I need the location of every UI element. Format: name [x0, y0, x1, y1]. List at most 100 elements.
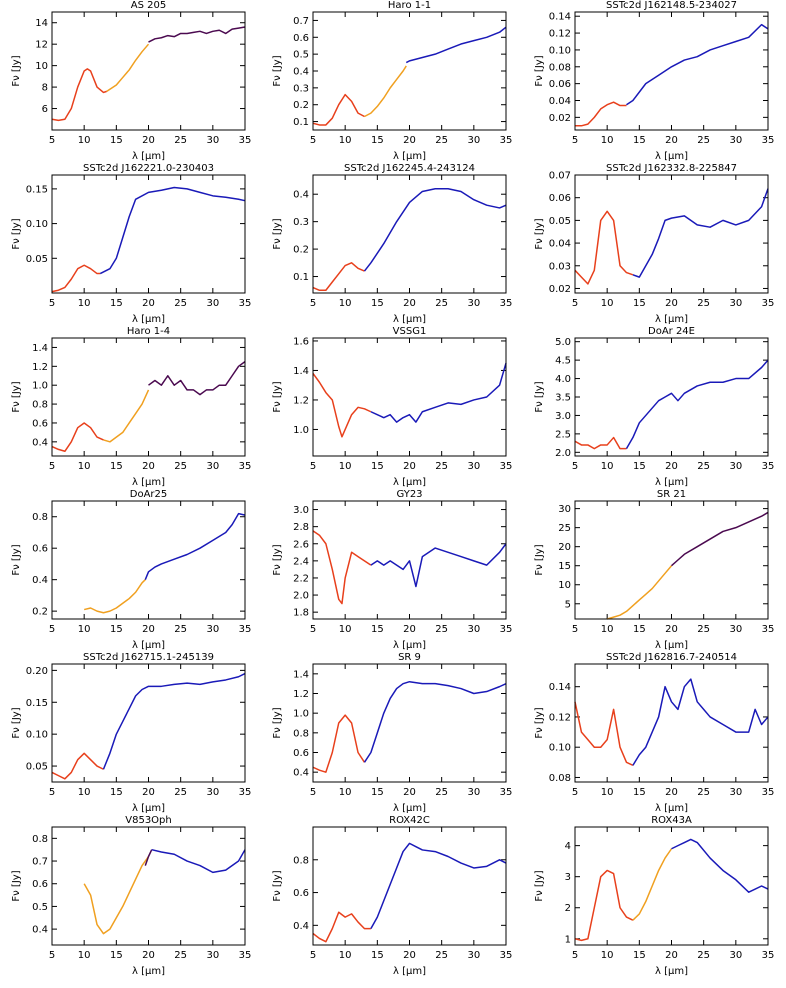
x-tick-label: 20: [665, 624, 678, 635]
x-tick-label: 35: [500, 787, 513, 798]
plot-frame: [51, 174, 246, 294]
panel: ROX43A λ [μm] Fν [Jy] 5 10 15 20 25 30 35 1 2 3 4: [534, 815, 774, 977]
x-tick-label: 30: [467, 298, 480, 309]
x-tick-label: 15: [110, 135, 123, 146]
panel: SSTc2d J162715.1-245139 λ [μm] Fν [Jy] 5 10 1…: [11, 652, 251, 814]
y-tick-label: 0.07: [549, 171, 571, 182]
spectrum-line: [632, 848, 673, 921]
y-tick-label: 25: [558, 523, 571, 534]
spectrum-line: [671, 511, 769, 567]
x-tick-label: 35: [762, 461, 775, 472]
panel-title: GY23: [396, 489, 422, 500]
x-tick-label: 5: [49, 787, 55, 798]
y-tick-label: 1.4: [293, 669, 309, 680]
y-tick-label: 2.5: [555, 429, 571, 440]
x-tick-label: 5: [572, 135, 578, 146]
panel-title: V853Oph: [125, 815, 171, 826]
panel: SR 9 λ [μm] Fν [Jy] 5 10 15 20 25 30 35 0.4 0.6 0.8 1…: [272, 652, 512, 814]
y-tick-label: 10: [35, 61, 48, 72]
y-tick-label: 0.04: [549, 96, 571, 107]
y-tick-label: 0.14: [549, 12, 571, 23]
y-tick-label: 0.10: [26, 219, 48, 230]
y-tick-label: 0.1: [293, 272, 309, 283]
x-tick-label: 10: [339, 298, 352, 309]
x-tick-label: 5: [49, 461, 55, 472]
panel-title: SR 9: [398, 652, 421, 663]
y-tick-label: 0.14: [549, 682, 571, 693]
y-tick-label: 0.10: [549, 743, 571, 754]
x-tick-label: 10: [601, 624, 614, 635]
y-tick-label: 0.20: [26, 666, 48, 677]
x-axis-label: λ [μm]: [655, 314, 688, 325]
y-tick-label: 30: [558, 504, 571, 515]
x-tick-label: 10: [78, 135, 91, 146]
x-axis-label: λ [μm]: [393, 640, 426, 651]
x-tick-label: 20: [403, 135, 416, 146]
y-tick-label: 1.4: [32, 343, 48, 354]
y-tick-label: 0.4: [293, 190, 309, 201]
plot-frame: [574, 11, 769, 131]
x-axis-label: λ [μm]: [393, 803, 426, 814]
y-tick-label: 3.0: [555, 411, 571, 422]
spectrum-line: [83, 579, 146, 614]
plot-frame: [574, 174, 769, 294]
y-axis-label: Fν [Jy]: [272, 218, 283, 249]
plot-frame: [312, 826, 507, 946]
spectrum-line: [632, 678, 769, 766]
spectrum-line: [102, 672, 246, 770]
x-tick-label: 15: [110, 461, 123, 472]
x-tick-label: 10: [339, 461, 352, 472]
x-tick-label: 35: [762, 950, 775, 961]
x-tick-label: 30: [467, 624, 480, 635]
x-tick-label: 25: [174, 787, 187, 798]
y-tick-label: 0.15: [26, 184, 48, 195]
y-axis-label: Fν [Jy]: [11, 55, 22, 86]
y-tick-label: 0.4: [32, 575, 48, 586]
plot-frame: [574, 663, 769, 783]
panel: DoAr25 λ [μm] Fν [Jy] 5 10 15 20 25 30 35 0.2 0.4 0.…: [11, 489, 251, 651]
x-tick-label: 35: [500, 461, 513, 472]
x-tick-label: 20: [142, 135, 155, 146]
y-axis-label: Fν [Jy]: [534, 55, 545, 86]
plot-frame: [574, 826, 769, 946]
panel: ROX42C λ [μm] Fν [Jy] 5 10 15 20 25 30 35 0.4 0.6 0.…: [272, 815, 512, 977]
spectrum-line: [364, 65, 407, 118]
x-tick-label: 5: [310, 461, 316, 472]
x-axis-label: λ [μm]: [393, 477, 426, 488]
panel: SSTc2d J162148.5-234027 λ [μm] Fν [Jy] 5 10 1…: [534, 0, 774, 162]
spectrum-line: [363, 680, 507, 763]
y-tick-label: 3: [565, 872, 571, 883]
spectrum-line: [370, 842, 507, 929]
x-tick-label: 10: [339, 135, 352, 146]
y-tick-label: 3.0: [293, 505, 309, 516]
x-tick-label: 35: [762, 624, 775, 635]
x-tick-label: 20: [665, 298, 678, 309]
x-tick-label: 30: [467, 787, 480, 798]
y-tick-label: 2.4: [293, 556, 309, 567]
y-tick-label: 0.4: [293, 768, 309, 779]
y-tick-label: 0.08: [549, 773, 571, 784]
y-tick-label: 3.5: [555, 393, 571, 404]
x-tick-label: 25: [697, 624, 710, 635]
spectrum-line: [606, 565, 673, 620]
x-axis-label: λ [μm]: [655, 803, 688, 814]
y-tick-label: 4.0: [555, 374, 571, 385]
panel: SR 21 λ [μm] Fν [Jy] 5 10 15 20 25 30 35 5 10 15 20 25…: [534, 489, 774, 651]
y-tick-label: 5.0: [555, 337, 571, 348]
spectrum-line: [370, 362, 507, 423]
panel: VSSG1 λ [μm] Fν [Jy] 5 10 15 20 25 30 35 1.0 1.2 1.4…: [272, 326, 512, 488]
x-tick-label: 20: [403, 787, 416, 798]
y-tick-label: 0.6: [32, 544, 48, 555]
y-axis-label: Fν [Jy]: [534, 707, 545, 738]
x-tick-label: 35: [239, 624, 252, 635]
y-tick-label: 0.7: [32, 857, 48, 868]
panel-title: DoAr25: [130, 489, 168, 500]
x-tick-label: 25: [174, 298, 187, 309]
x-tick-label: 30: [206, 787, 219, 798]
x-tick-label: 5: [572, 461, 578, 472]
spectrum-line: [148, 26, 246, 43]
x-tick-label: 20: [142, 787, 155, 798]
panel-title: Haro 1-4: [127, 326, 170, 337]
y-axis-label: Fν [Jy]: [272, 870, 283, 901]
x-tick-label: 10: [339, 787, 352, 798]
